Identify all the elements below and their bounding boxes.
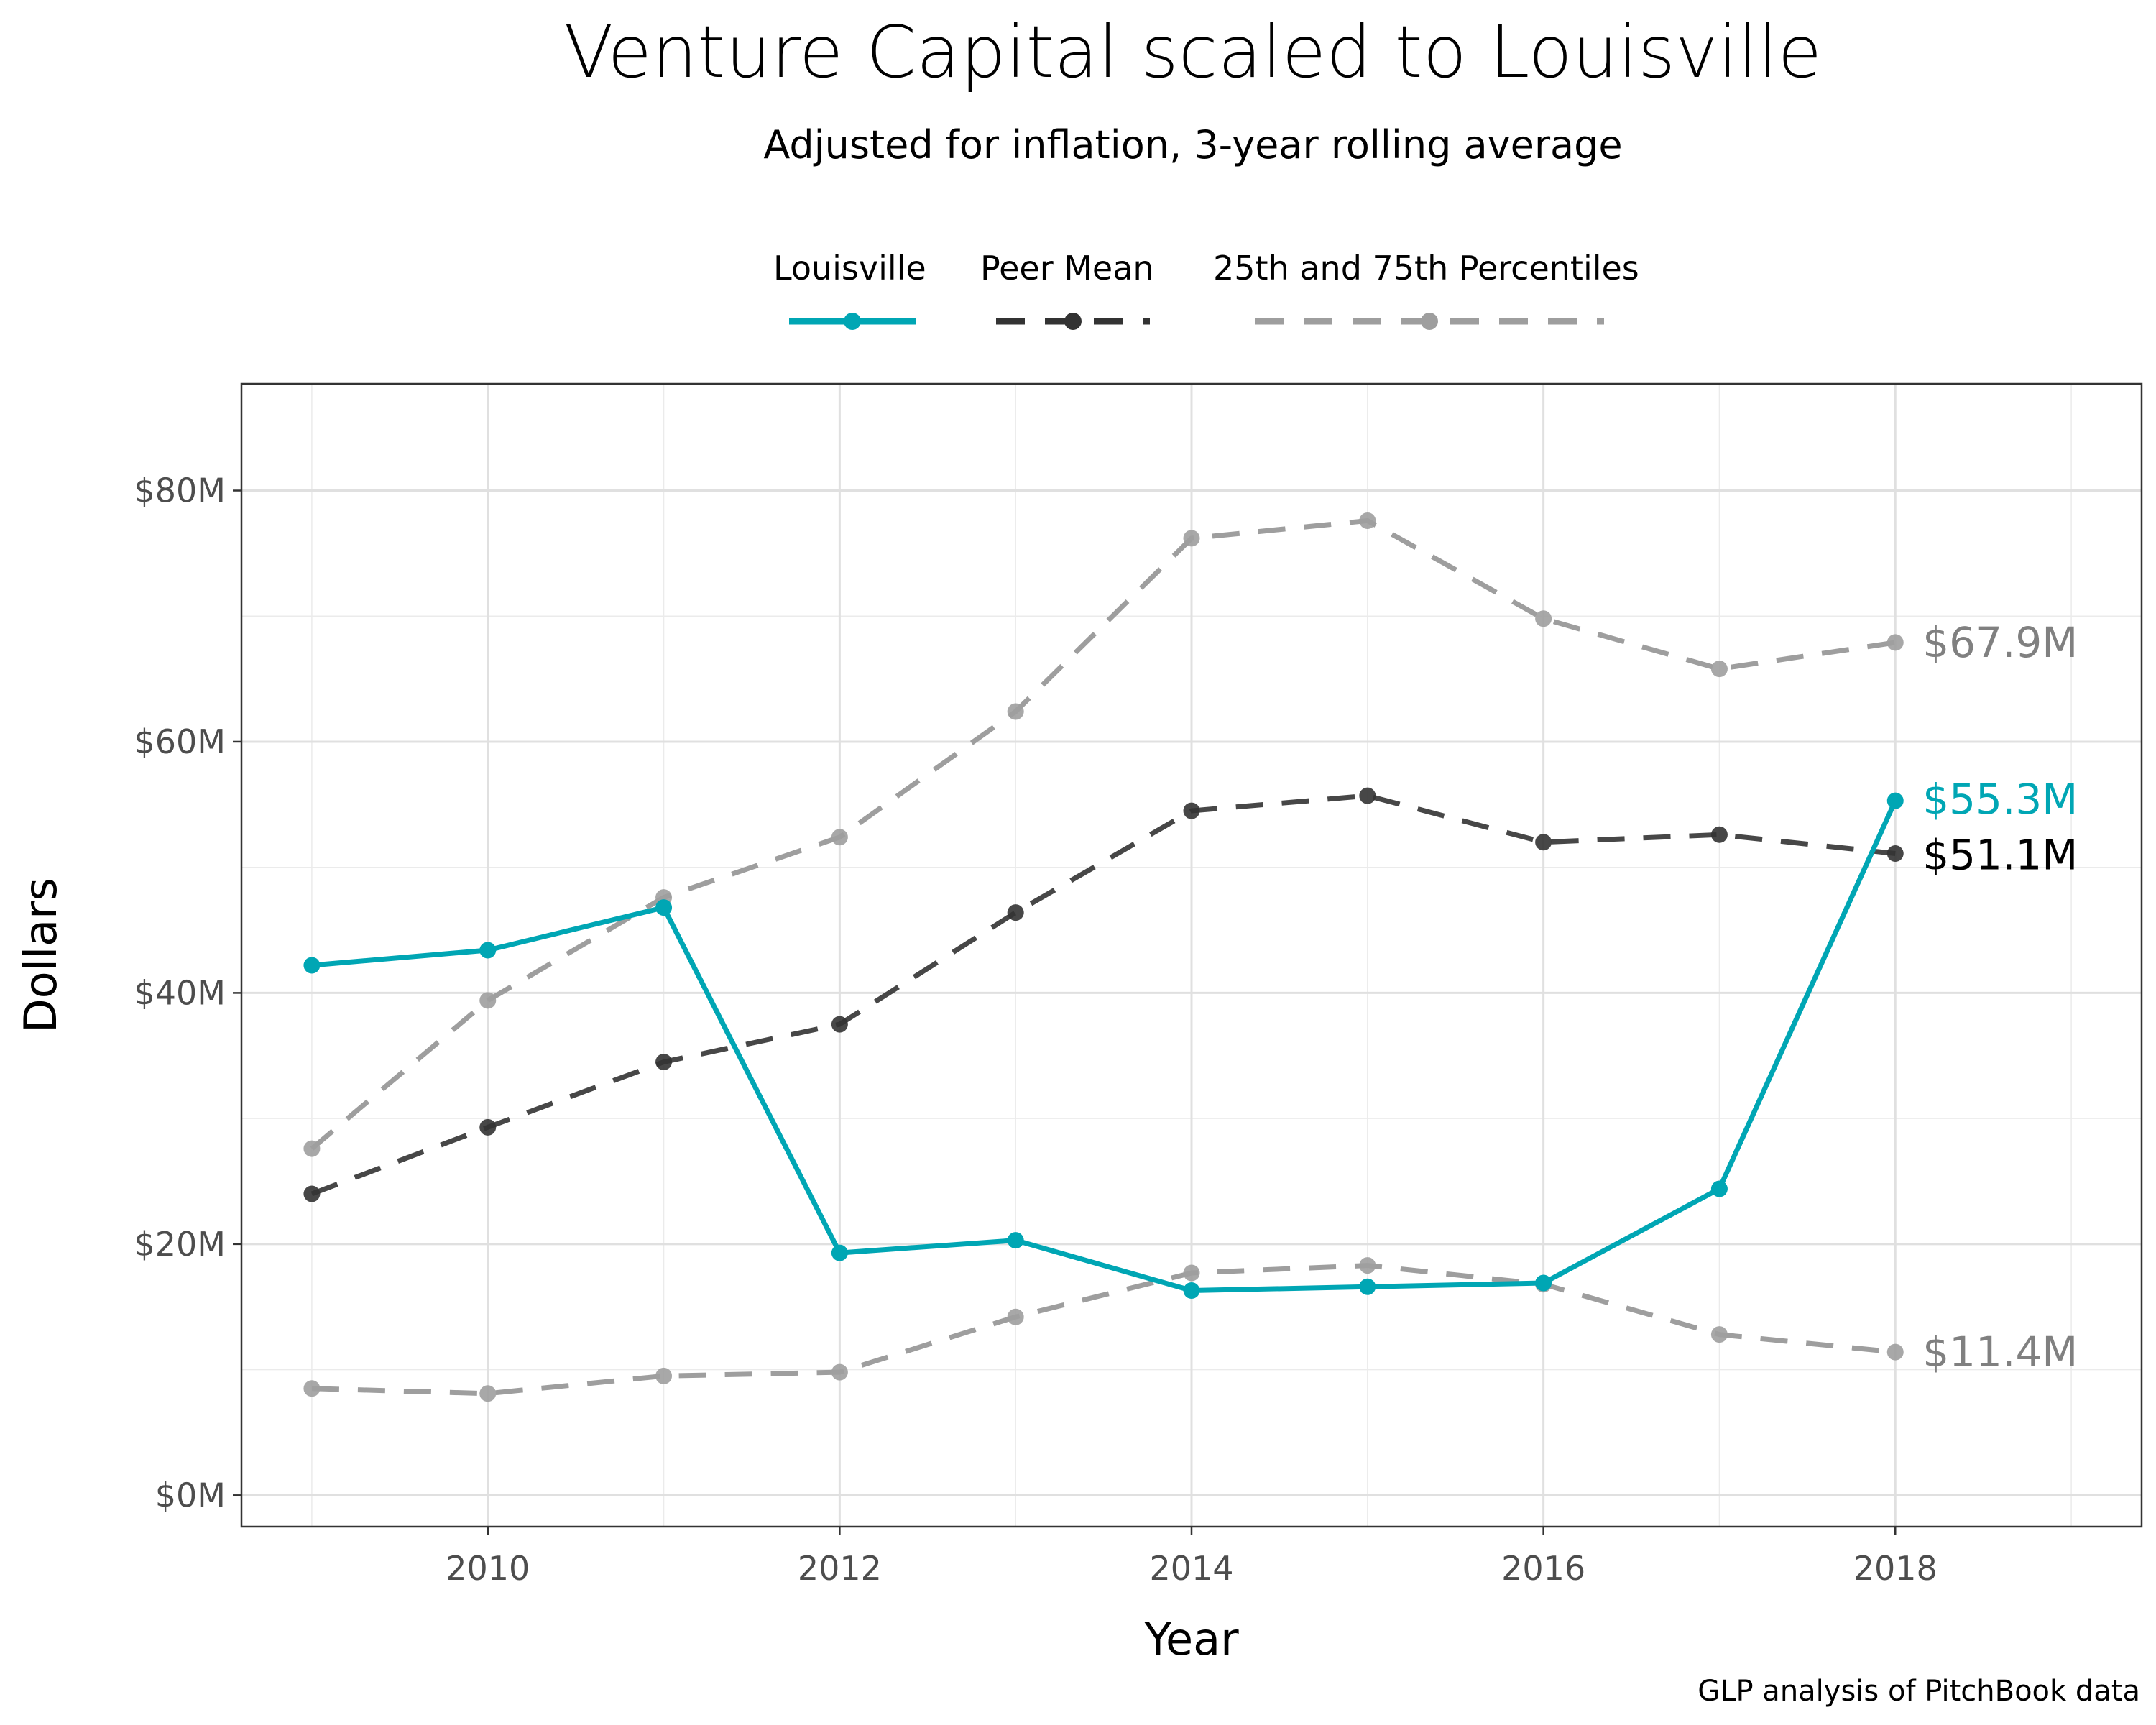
25th-and-75th-percentiles-lower-line [311,1263,1896,1397]
25th-and-75th-percentiles-upper-point [1183,530,1200,547]
25th-and-75th-percentiles-lower-point [1007,1308,1024,1325]
25th-and-75th-percentiles-upper-point [1359,512,1376,529]
25th-and-75th-percentiles-upper-point [479,992,497,1009]
chart-subtitle: Adjusted for inflation, 3-year rolling a… [763,122,1623,167]
peer-mean-end-label: $51.1M [1922,830,2078,879]
louisville-point [831,1244,848,1261]
louisville-line [311,799,1898,1294]
y-tick-label: $40M [134,973,226,1012]
legend-label-peer-mean: Peer Mean [980,249,1154,288]
caption: GLP analysis of PitchBook data [1697,1675,2140,1708]
peer-mean-point [1007,904,1024,921]
y-tick-label: $20M [134,1225,226,1264]
y-axis-title: Dollars [14,878,67,1033]
x-tick-label: 2018 [1853,1549,1938,1588]
louisville-point [479,942,497,959]
louisville-point [655,899,673,916]
louisville-point [1183,1282,1200,1300]
percentile-25-end-label: $11.4M [1922,1328,2078,1376]
25th-and-75th-percentiles-lower-point [1183,1264,1200,1282]
25th-and-75th-percentiles-lower-point [655,1367,673,1384]
y-tick-label: $0M [155,1476,226,1514]
x-tick-label: 2012 [798,1549,882,1588]
end-labels: $55.3M $51.1M $67.9M $11.4M [1922,618,2078,1376]
peer-mean-point [1710,826,1728,843]
25th-and-75th-percentiles-upper-point [1535,610,1552,627]
25th-and-75th-percentiles-upper-point [1007,703,1024,720]
peer-mean-point [303,1185,321,1202]
legend-key-point-louisville [844,313,861,330]
25th-and-75th-percentiles-upper-point [1886,634,1904,651]
25th-and-75th-percentiles-upper-line [310,518,1896,1151]
louisville-point [1007,1232,1024,1249]
grid-lines [241,384,2142,1527]
x-tick-label: 2010 [446,1549,530,1588]
25th-and-75th-percentiles-lower-point [1710,1326,1728,1343]
25th-and-75th-percentiles-lower-point [479,1385,497,1402]
chart-title: Venture Capital scaled to Louisville [563,10,1823,94]
series-layer [303,512,1904,1402]
25th-and-75th-percentiles-upper-point [1710,661,1728,678]
axes: 2010 2012 2014 2016 2018 $0M $20M $40M $60M $80M Y… [14,472,1938,1665]
peer-mean-point [1886,845,1904,862]
25th-and-75th-percentiles-upper-point [303,1140,321,1157]
x-tick-label: 2014 [1149,1549,1233,1588]
legend-key-point-25th-and-75th-percentiles [1421,313,1438,330]
peer-mean-point [831,1016,848,1033]
louisville-end-label: $55.3M [1922,775,2078,824]
25th-and-75th-percentiles-lower-point [831,1363,848,1381]
25th-and-75th-percentiles-lower-point [1886,1343,1904,1361]
louisville-point [1359,1278,1376,1295]
peer-mean-point [1359,787,1376,804]
peer-mean-point [655,1054,673,1071]
peer-mean-point [1183,802,1200,819]
25th-and-75th-percentiles-lower-point [1359,1257,1376,1274]
legend-label-25th-and-75th-percentiles: 25th and 75th Percentiles [1213,249,1639,288]
y-tick-label: $80M [134,472,226,510]
25th-and-75th-percentiles-upper-point [831,829,848,846]
legend: Louisville Peer Mean 25th and 75th Percent… [773,249,1639,330]
louisville-point [1535,1274,1552,1292]
25th-and-75th-percentiles-lower-point [303,1380,321,1397]
louisville-point [303,957,321,974]
louisville-point [1886,792,1904,809]
percentile-75-end-label: $67.9M [1922,618,2078,667]
x-tick-label: 2016 [1501,1549,1585,1588]
x-axis-title: Year [1143,1613,1239,1665]
peer-mean-point [479,1118,497,1136]
peer-mean-point [1535,834,1552,851]
peer-mean-line [310,793,1896,1197]
legend-key-point-peer-mean [1064,313,1082,330]
legend-label-louisville: Louisville [773,249,926,288]
louisville-point [1710,1180,1728,1197]
y-tick-label: $60M [134,722,226,761]
